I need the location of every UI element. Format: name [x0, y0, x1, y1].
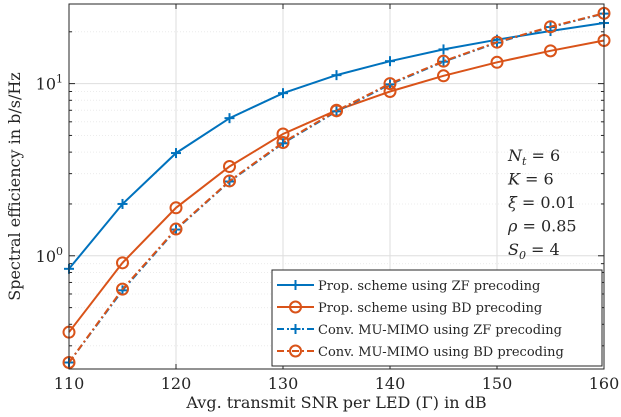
- legend-circle-marker: [289, 344, 302, 358]
- circle-marker: [437, 69, 450, 83]
- legend-item: Prop. scheme using BD precoding: [277, 300, 542, 316]
- param-annotation: ξ = 0.01: [508, 193, 576, 212]
- x-tick-label: 120: [161, 374, 192, 393]
- plot-frame: [68, 3, 605, 370]
- plus-marker: [117, 198, 128, 209]
- legend-label: Conv. MU-MIMO using ZF precoding: [318, 323, 562, 338]
- circle-marker: [383, 77, 397, 91]
- x-tick-label: 130: [268, 374, 299, 393]
- legend-label: Prop. scheme using ZF precoding: [318, 279, 540, 294]
- x-tick-label: 160: [589, 374, 620, 393]
- legend: Prop. scheme using ZF precoding Prop. sch…: [271, 269, 603, 367]
- circle-marker: [116, 282, 129, 296]
- circle-marker: [437, 54, 450, 68]
- circle-marker: [169, 201, 183, 215]
- x-axis-title: Avg. transmit SNR per LED (Γ) in dB: [185, 393, 486, 412]
- legend-item: Conv. MU-MIMO using BD precoding: [277, 344, 564, 360]
- y-tick-label: 101: [36, 73, 63, 94]
- y-axis-title: Spectral efficiency in b/s/Hz: [5, 72, 24, 300]
- plus-marker: [385, 56, 395, 67]
- plus-marker: [331, 70, 342, 81]
- param-annotation: Nt = 6: [507, 146, 560, 168]
- plus-marker: [438, 44, 449, 55]
- param-annotation: ρ = 0.85: [507, 217, 577, 236]
- legend-plus-marker: [290, 324, 301, 334]
- plus-marker: [224, 113, 235, 124]
- circle-marker: [169, 222, 183, 236]
- x-tick-label: 150: [482, 374, 513, 393]
- circle-marker: [490, 35, 504, 49]
- circle-marker: [544, 20, 557, 34]
- circle-marker: [223, 160, 236, 174]
- x-tick-label: 110: [54, 374, 85, 393]
- circle-marker: [544, 44, 557, 58]
- legend-box: [271, 269, 603, 367]
- parameter-annotation: Nt = 6 K = 6 ξ = 0.01 ρ = 0.85 S0 = 4: [507, 146, 577, 262]
- circle-marker: [330, 104, 343, 118]
- legend-circle-marker: [289, 300, 302, 314]
- legend-item: Conv. MU-MIMO using ZF precoding: [277, 323, 562, 338]
- legend-plus-marker: [290, 280, 301, 290]
- plus-marker: [278, 88, 288, 99]
- circle-marker: [276, 135, 290, 149]
- x-tick-label: 140: [375, 374, 406, 393]
- circle-marker: [490, 55, 504, 69]
- plus-marker: [171, 148, 181, 159]
- y-tick-label: 100: [36, 245, 63, 266]
- series-line: [68, 12, 605, 364]
- param-annotation: S0 = 4: [508, 240, 560, 262]
- axis-ticks: 110 120 130 140 150 160 100 101: [36, 4, 620, 393]
- plus-marker: [278, 138, 288, 149]
- legend-label: Conv. MU-MIMO using BD precoding: [318, 345, 564, 360]
- param-annotation: K = 6: [507, 170, 554, 189]
- circle-marker: [116, 256, 129, 270]
- legend-item: Prop. scheme using ZF precoding: [277, 279, 540, 294]
- circle-marker: [223, 174, 236, 188]
- legend-label: Prop. scheme using BD precoding: [318, 301, 542, 316]
